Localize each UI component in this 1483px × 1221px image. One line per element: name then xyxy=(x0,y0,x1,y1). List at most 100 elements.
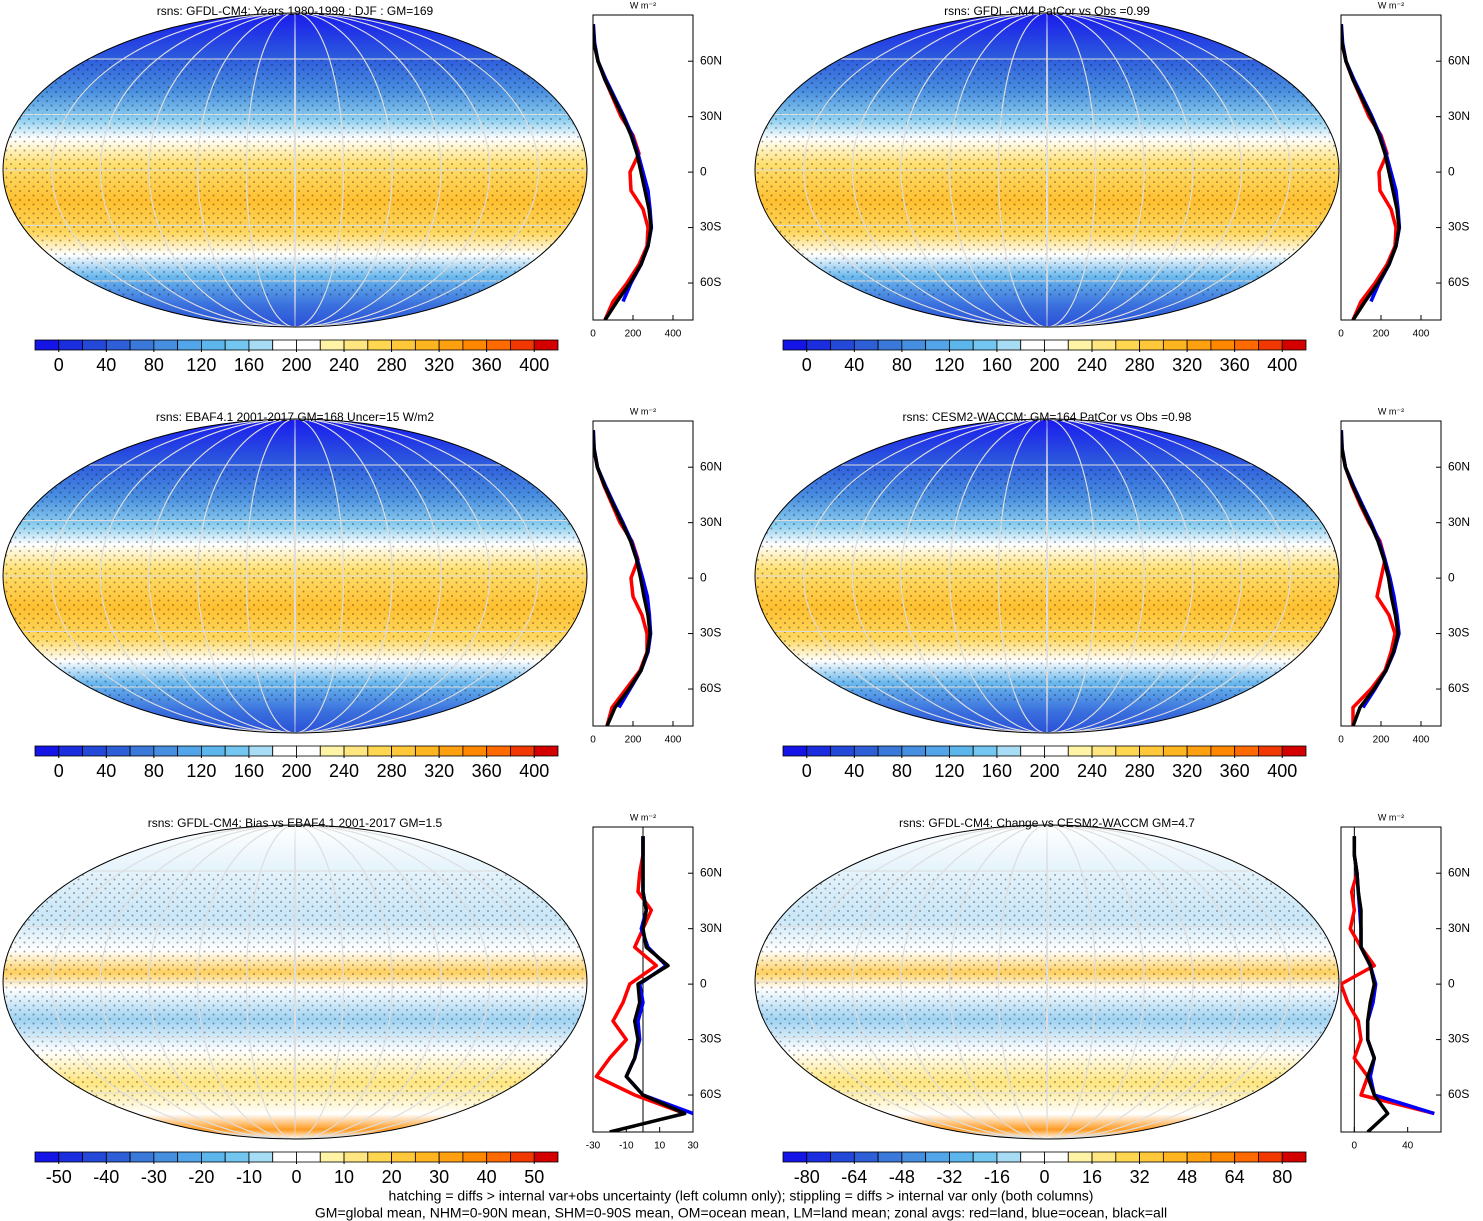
colorbar-box xyxy=(1162,339,1188,351)
colorbar-label: 400 xyxy=(519,761,549,781)
colorbar-box xyxy=(1186,745,1212,757)
colorbar-box xyxy=(830,1151,855,1163)
colorbar-label: 80 xyxy=(144,355,164,375)
colorbar-box xyxy=(1210,745,1236,757)
colorbar-box xyxy=(248,745,274,757)
colorbar-box xyxy=(343,1151,369,1163)
colorbar-box xyxy=(1115,745,1140,757)
colorbar-label: -48 xyxy=(889,1167,915,1187)
colorbar-label: 0 xyxy=(1039,1167,1049,1187)
colorbar-box xyxy=(296,745,321,757)
colorbar-label: -20 xyxy=(188,1167,214,1187)
colorbar-label: 40 xyxy=(96,761,116,781)
map-border xyxy=(2,824,588,1140)
graticule xyxy=(51,825,539,1139)
colorbar-box xyxy=(925,339,950,351)
colorbar-label: 320 xyxy=(424,355,454,375)
y-tick-label: 60N xyxy=(1448,53,1470,67)
colorbar-box xyxy=(224,339,250,351)
colorbar-box xyxy=(1044,339,1069,351)
graticule xyxy=(949,13,1145,327)
graticule xyxy=(851,13,1243,327)
graticule xyxy=(851,419,1243,733)
colorbar-label: 360 xyxy=(1220,761,1250,781)
zonal-line xyxy=(594,836,686,1116)
x-tick-label: 0 xyxy=(1352,1141,1358,1152)
colorbar-box xyxy=(296,339,321,351)
colorbar-label: 240 xyxy=(329,761,359,781)
colorbar-box xyxy=(248,1151,274,1163)
colorbar-box xyxy=(272,1151,297,1163)
colorbar-box xyxy=(82,339,107,351)
colorbar-box xyxy=(272,339,297,351)
y-tick-label: 30S xyxy=(1448,220,1469,234)
colorbar-box xyxy=(830,339,855,351)
colorbar-label: 200 xyxy=(1029,761,1059,781)
footer-line: hatching = diffs > internal var+obs unce… xyxy=(389,1188,1094,1204)
colorbar-box xyxy=(1186,339,1212,351)
graticule xyxy=(148,13,442,327)
colorbar-box xyxy=(1210,339,1236,351)
y-tick-label: 30S xyxy=(1448,1032,1469,1046)
colorbar-box xyxy=(1115,339,1140,351)
colorbar-label: 0 xyxy=(802,355,812,375)
colorbar-label: -10 xyxy=(236,1167,262,1187)
panel-title: rsns: EBAF4.1 2001-2017 GM=168 Uncer=15 … xyxy=(156,410,434,424)
colorbar-box xyxy=(82,1151,107,1163)
colorbar-label: 64 xyxy=(1225,1167,1245,1187)
colorbar-box xyxy=(782,1151,808,1163)
colorbar-box xyxy=(1091,339,1117,351)
colorbar-box xyxy=(510,745,535,757)
colorbar-box xyxy=(853,745,879,757)
colorbar-label: 360 xyxy=(1220,355,1250,375)
y-tick-label: 30N xyxy=(700,921,722,935)
colorbar-box xyxy=(201,745,226,757)
colorbar-box xyxy=(949,745,974,757)
y-tick-label: 30N xyxy=(700,109,722,123)
colorbar-box xyxy=(486,745,511,757)
y-tick-label: 60N xyxy=(700,53,722,67)
unit-label: W m⁻² xyxy=(1378,812,1404,822)
colorbar-label: 120 xyxy=(186,761,216,781)
colorbar-box xyxy=(34,339,60,351)
colorbar-box xyxy=(58,339,83,351)
colorbar-box xyxy=(177,339,202,351)
colorbar-label: 0 xyxy=(54,761,64,781)
colorbar-box xyxy=(129,1151,155,1163)
zonal-line xyxy=(1341,836,1435,1116)
x-tick-label: 40 xyxy=(1402,1141,1414,1152)
graticule xyxy=(245,419,345,733)
colorbar-box xyxy=(1091,1151,1117,1163)
graticule xyxy=(245,825,345,1139)
colorbar-box xyxy=(972,745,998,757)
y-tick-label: 60S xyxy=(1448,1087,1469,1101)
zonal-line xyxy=(593,430,652,726)
graticule xyxy=(294,13,296,327)
y-tick-label: 0 xyxy=(1448,570,1455,584)
unit-label: W m⁻² xyxy=(1378,406,1404,416)
graticule xyxy=(1046,13,1048,327)
colorbar-box xyxy=(272,745,297,757)
graticule xyxy=(197,13,393,327)
colorbar-box xyxy=(58,745,83,757)
colorbar-label: 280 xyxy=(377,761,407,781)
zonal-line xyxy=(624,836,693,1116)
panel-title: rsns: GFDL-CM4: Bias vs EBAF4.1 2001-201… xyxy=(148,816,443,830)
x-tick-label: 0 xyxy=(1338,329,1344,340)
colorbar-box xyxy=(224,745,250,757)
colorbar-box xyxy=(343,339,369,351)
colorbar-box xyxy=(1234,745,1259,757)
colorbar-box xyxy=(486,339,511,351)
colorbar-label: 400 xyxy=(519,355,549,375)
colorbar-box xyxy=(105,745,131,757)
colorbar-box xyxy=(1044,1151,1069,1163)
graticule xyxy=(99,13,491,327)
colorbar-box xyxy=(1139,1151,1164,1163)
colorbar-box xyxy=(1281,339,1307,351)
colorbar-label: 0 xyxy=(54,355,64,375)
colorbar-box xyxy=(34,1151,60,1163)
colorbar-box xyxy=(1139,745,1164,757)
colorbar-box xyxy=(391,1151,416,1163)
colorbar-box xyxy=(925,745,950,757)
y-tick-label: 60N xyxy=(700,459,722,473)
